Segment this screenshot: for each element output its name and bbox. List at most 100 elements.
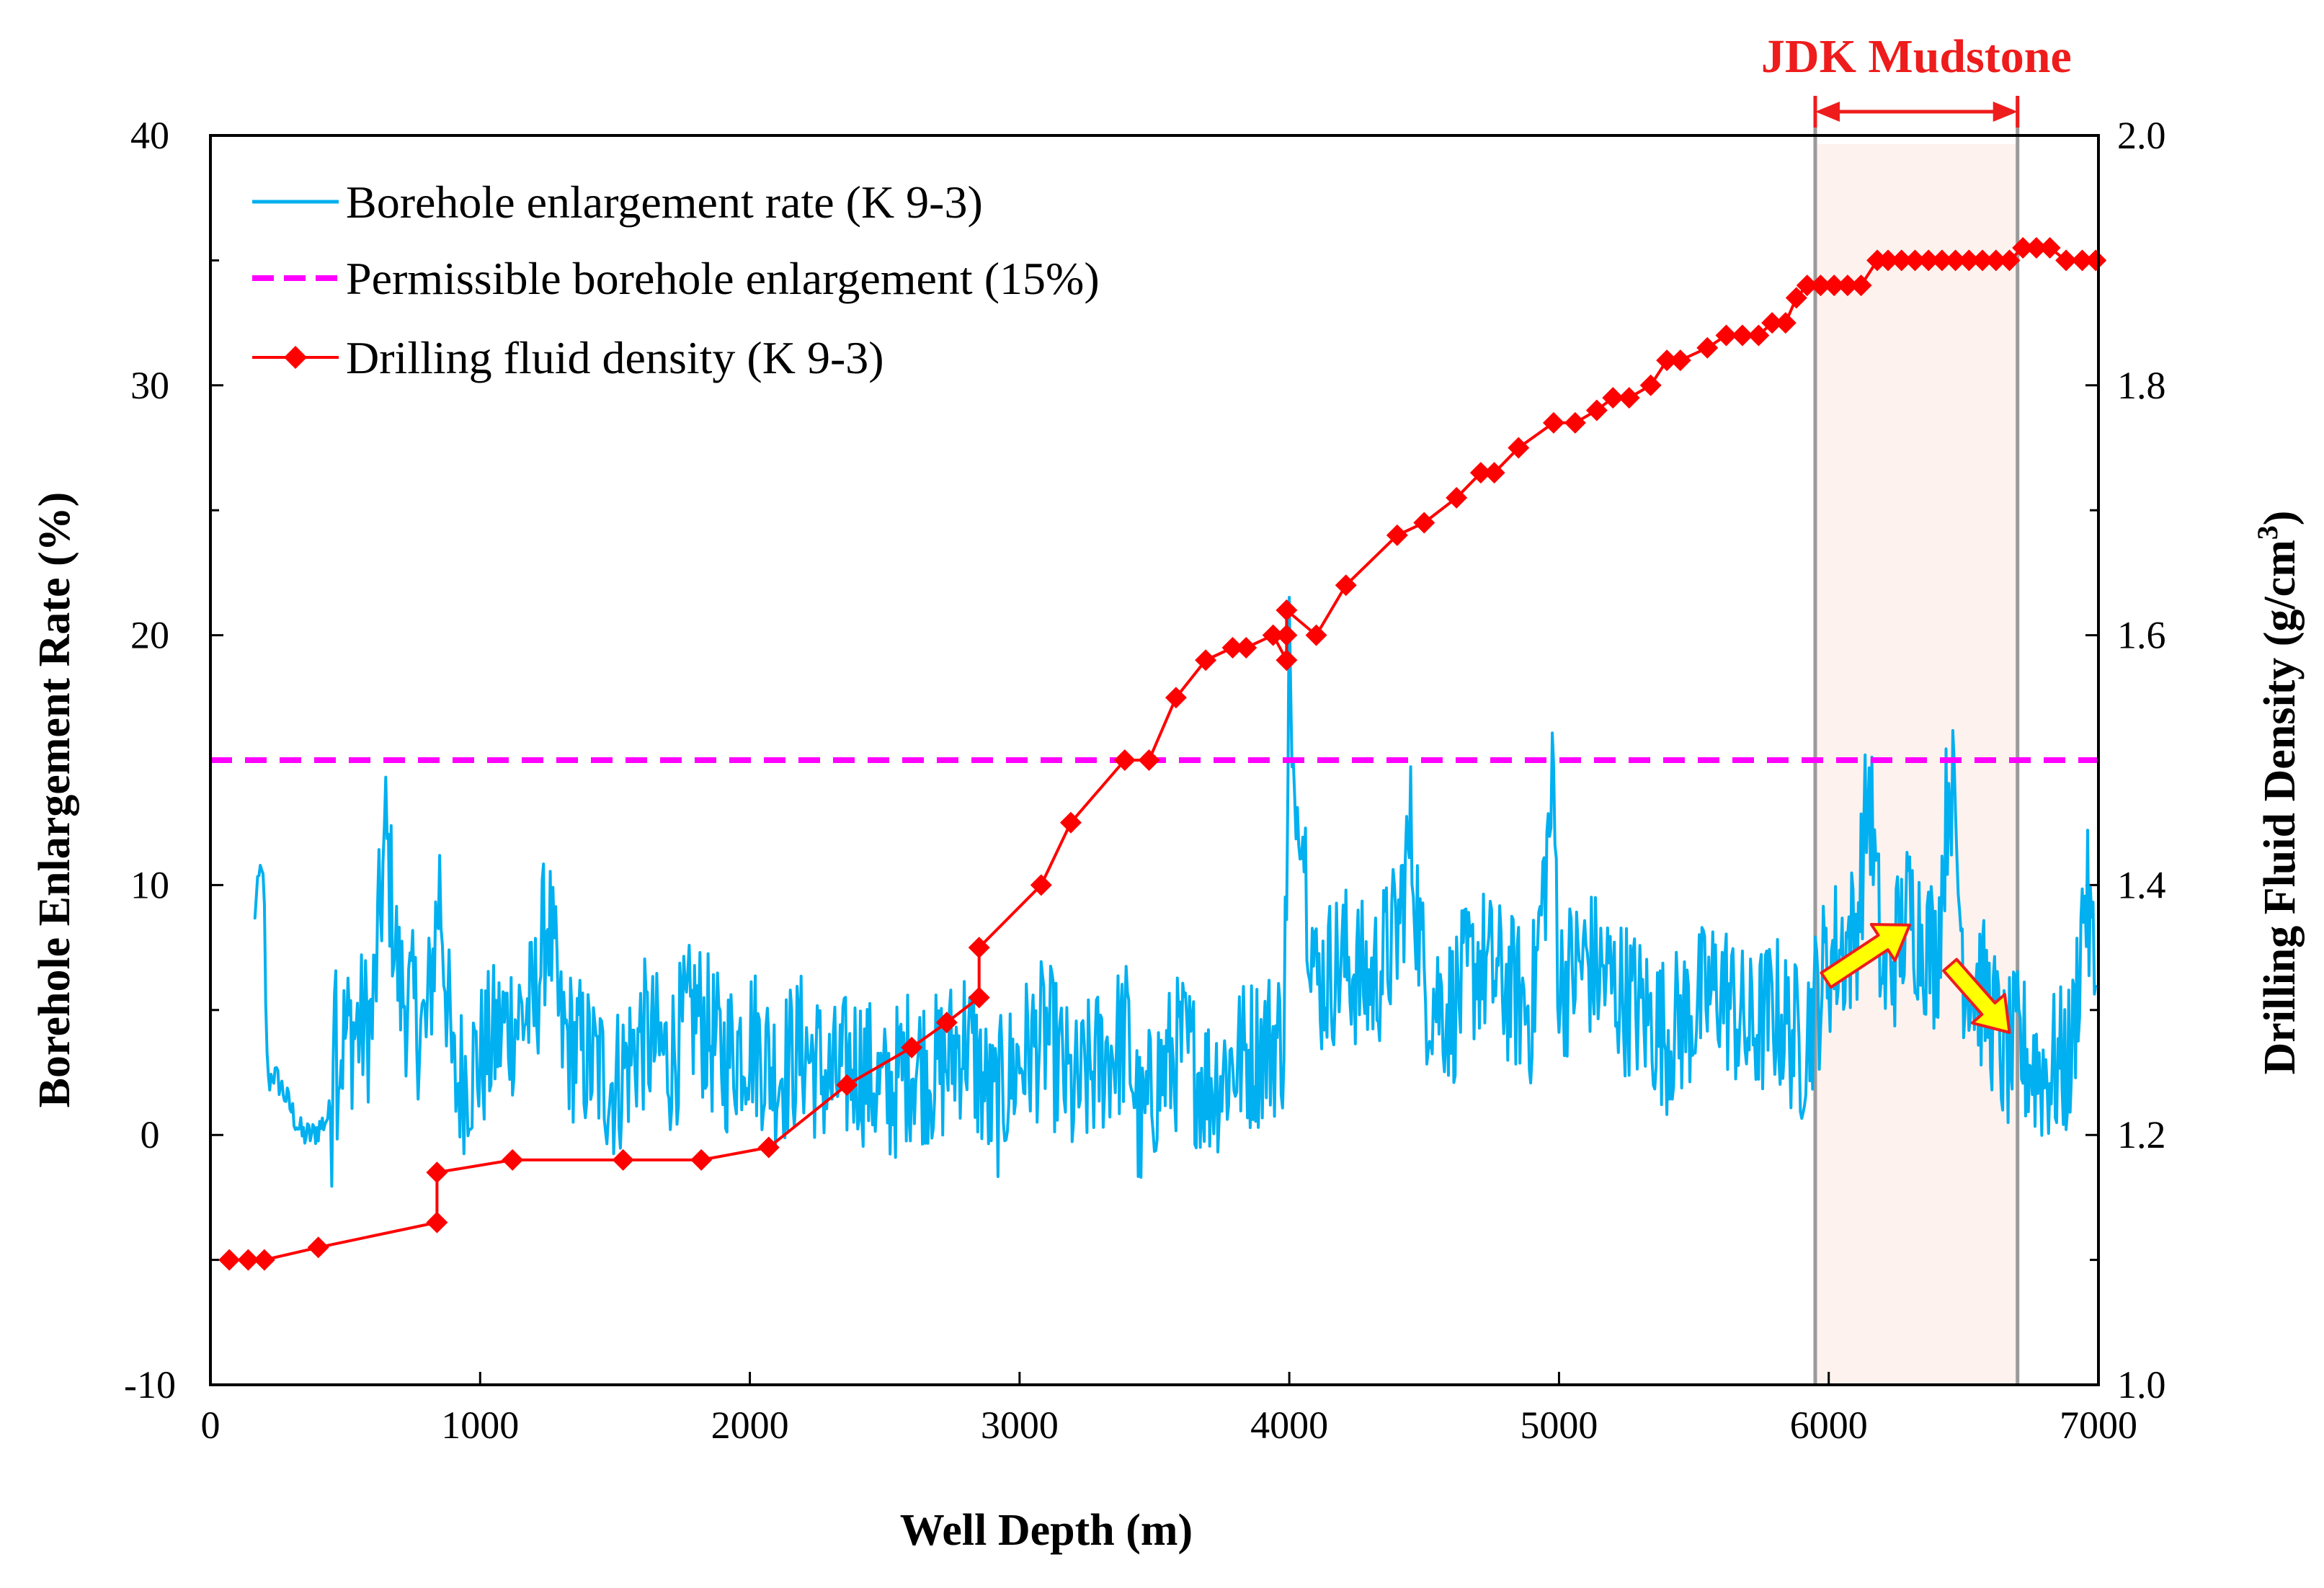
x-tick-label: 5000 xyxy=(1520,1404,1598,1447)
density-marker xyxy=(1669,349,1691,372)
density-marker xyxy=(1059,811,1082,834)
x-tick-label: 3000 xyxy=(981,1404,1059,1447)
plot-frame xyxy=(209,134,2100,1386)
density-marker xyxy=(1542,411,1564,434)
density-marker xyxy=(1877,249,1900,272)
density-marker xyxy=(1931,249,1953,272)
density-marker xyxy=(901,1036,923,1058)
density-marker xyxy=(1508,437,1530,459)
density-marker xyxy=(1602,387,1624,409)
density-marker xyxy=(1850,275,1872,297)
legend-marker-density xyxy=(284,346,307,369)
y-right-axis-title: Drilling Fluid Density (g/cm3) xyxy=(2251,511,2305,1075)
jdk-mudstone-label: JDK Mudstone xyxy=(1761,30,2072,83)
density-marker xyxy=(1836,275,1858,297)
mudstone-arrow-head-left xyxy=(1815,102,1840,122)
density-marker xyxy=(1761,312,1784,334)
density-marker xyxy=(1413,512,1435,534)
density-markers xyxy=(218,237,2107,1271)
density-marker xyxy=(836,1074,858,1096)
y-left-tick-label: 40 xyxy=(130,114,169,157)
density-marker xyxy=(1275,599,1298,621)
density-marker xyxy=(935,1012,958,1034)
x-tick-label: 0 xyxy=(201,1404,221,1447)
density-marker xyxy=(1275,624,1298,646)
density-marker xyxy=(968,937,990,959)
density-marker xyxy=(1823,275,1846,297)
y-right-tick-label: 1.8 xyxy=(2117,364,2166,407)
density-marker xyxy=(1221,636,1244,659)
density-marker xyxy=(2025,237,2047,259)
jdk-mudstone-zone xyxy=(1815,144,2018,1385)
density-marker xyxy=(307,1236,329,1259)
trend-arrows xyxy=(1820,923,2011,1034)
density-marker xyxy=(1113,749,1136,771)
density-marker xyxy=(690,1148,713,1171)
density-marker xyxy=(1483,462,1505,484)
density-marker xyxy=(1275,649,1298,672)
y-left-tick-label: -10 xyxy=(124,1363,176,1406)
density-marker xyxy=(253,1249,275,1271)
density-marker xyxy=(1809,275,1832,297)
density-marker xyxy=(757,1136,780,1159)
density-marker xyxy=(612,1148,634,1171)
legend-label-permissible: Permissible borehole enlargement (15%) xyxy=(346,253,1100,304)
density-marker xyxy=(1195,649,1217,672)
density-marker xyxy=(1748,324,1770,347)
density-marker xyxy=(1918,249,1940,272)
density-marker xyxy=(2039,237,2061,259)
density-marker xyxy=(1785,287,1807,309)
density-marker xyxy=(1639,374,1662,396)
enlargement-rate-series-line xyxy=(253,596,2098,1188)
density-marker xyxy=(1656,349,1678,372)
legend-label-enlargement: Borehole enlargement rate (K 9-3) xyxy=(346,177,983,228)
density-marker xyxy=(218,1249,241,1271)
x-tick-label: 7000 xyxy=(2060,1404,2137,1447)
density-marker xyxy=(1262,624,1284,646)
density-marker xyxy=(237,1249,259,1271)
density-marker xyxy=(2012,237,2034,259)
density-marker xyxy=(502,1148,524,1171)
y-right-axis-title-close: ) xyxy=(2256,511,2305,526)
density-marker xyxy=(968,986,990,1009)
x-tick-label: 1000 xyxy=(441,1404,519,1447)
x-tick-label: 4000 xyxy=(1250,1404,1328,1447)
y-right-tick-label: 1.4 xyxy=(2117,863,2166,906)
density-marker xyxy=(1985,249,2007,272)
density-marker xyxy=(426,1211,448,1234)
density-marker xyxy=(1165,687,1187,709)
y-right-tick-label: 1.6 xyxy=(2117,614,2166,657)
mudstone-span-arrow xyxy=(1813,96,2020,128)
density-marker xyxy=(1030,874,1052,896)
density-marker xyxy=(2055,249,2078,272)
density-marker xyxy=(1715,324,1737,347)
density-marker xyxy=(1335,574,1357,597)
density-marker xyxy=(1731,324,1753,347)
density-marker xyxy=(1446,486,1468,509)
density-marker xyxy=(1386,524,1408,546)
x-tick-label: 6000 xyxy=(1790,1404,1868,1447)
density-marker xyxy=(1305,624,1327,646)
density-marker xyxy=(1235,636,1257,659)
y-left-tick-label: 20 xyxy=(130,614,169,657)
density-marker xyxy=(1564,411,1586,434)
density-marker xyxy=(2085,249,2107,272)
density-marker xyxy=(1774,312,1797,334)
trend-arrow-down xyxy=(1942,958,2011,1034)
x-tick-labels: 0 1000 2000 3000 4000 5000 6000 7000 xyxy=(201,1404,2138,1447)
y-right-tick-label: 2.0 xyxy=(2117,114,2166,157)
density-marker xyxy=(1138,749,1160,771)
density-marker xyxy=(1944,249,1967,272)
y-right-tick-label: 1.0 xyxy=(2117,1363,2166,1406)
y-left-axis-title: Borehole Enlargement Rate (%) xyxy=(30,492,79,1108)
y-left-tick-label: 10 xyxy=(130,863,169,906)
x-axis-title: Well Depth (m) xyxy=(900,1506,1193,1555)
legend-label-density: Drilling fluid density (K 9-3) xyxy=(346,332,884,383)
legend: Borehole enlargement rate (K 9-3) Permis… xyxy=(252,177,1100,383)
density-marker xyxy=(1998,249,2021,272)
trend-arrow-up xyxy=(1820,923,1911,989)
density-marker xyxy=(1696,336,1719,359)
density-marker xyxy=(1972,249,1994,272)
y-left-tick-labels: -10 0 10 20 30 40 xyxy=(124,114,176,1406)
